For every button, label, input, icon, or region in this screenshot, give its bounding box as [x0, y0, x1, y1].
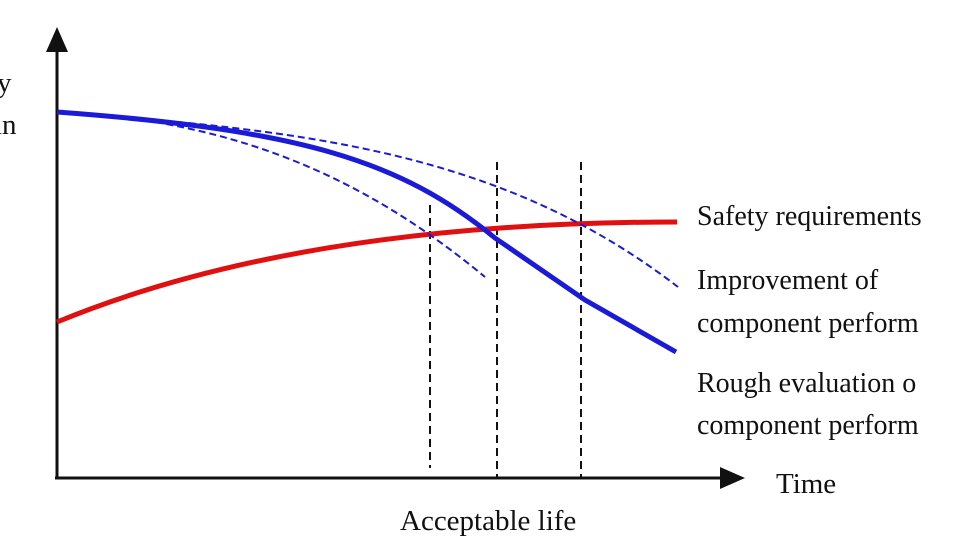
acceptable-life-label: Acceptable life — [400, 505, 576, 537]
improvement-label-line1: Improvement of — [697, 265, 879, 296]
rough-evaluation-label-line1: Rough evaluation o — [697, 368, 916, 399]
x-axis-label: Time — [776, 468, 836, 500]
safety-requirements-label: Safety requirements — [697, 201, 922, 232]
y-axis-arrowhead — [46, 27, 68, 52]
improvement-label-line2: component perform — [697, 308, 919, 339]
y-axis-label-line1: y — [0, 67, 12, 99]
rough-evaluation-bound-curve — [56, 111, 486, 278]
x-axis-arrowhead — [720, 467, 745, 489]
y-axis-label-line2: in — [0, 109, 17, 141]
component-performance-curve — [56, 109, 678, 355]
rough-evaluation-label-line2: component perform — [697, 410, 919, 441]
safety-requirement-curve — [56, 219, 678, 325]
improvement-bound-curve — [56, 111, 679, 288]
